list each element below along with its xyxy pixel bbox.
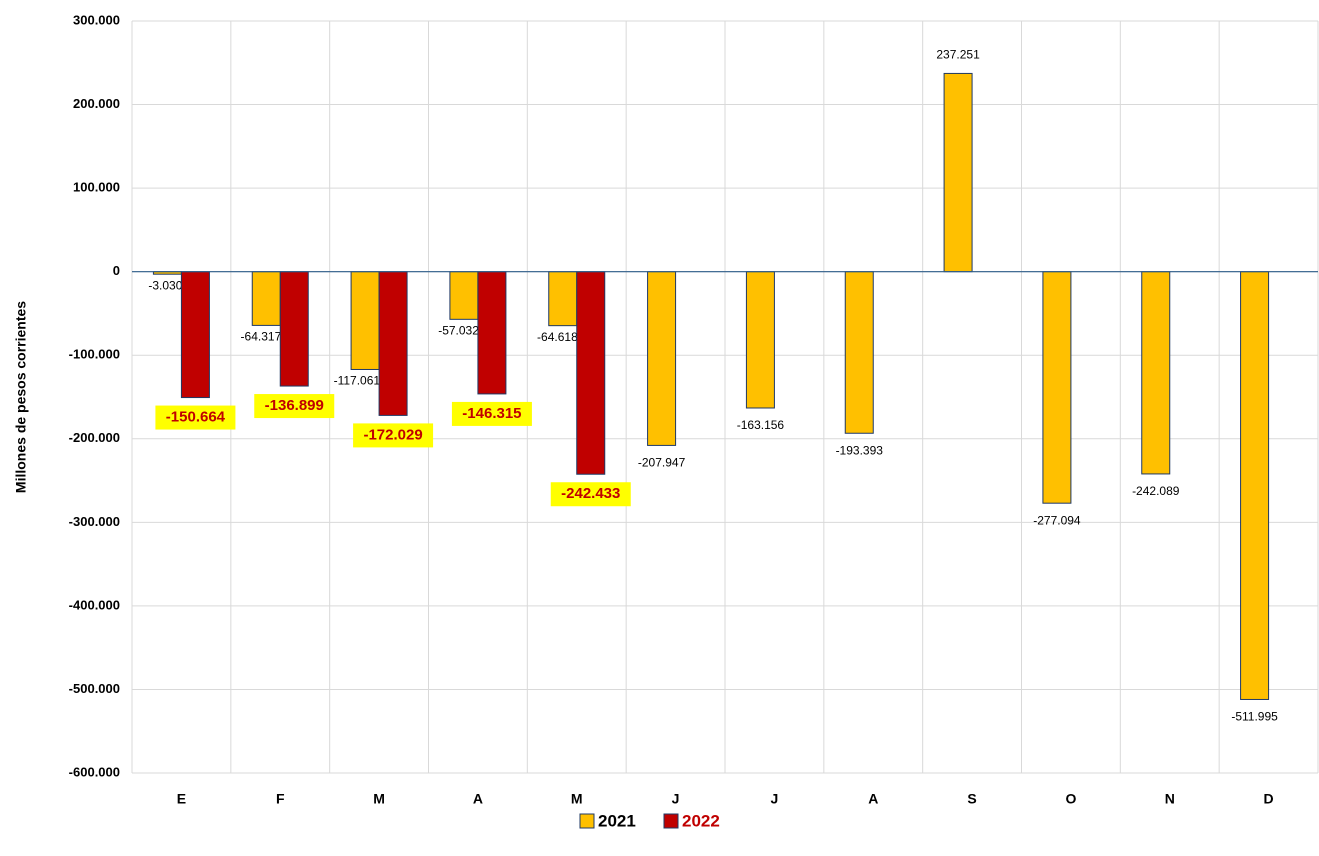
x-tick-label: E	[177, 791, 186, 807]
bar	[576, 271, 606, 475]
bar	[1240, 271, 1270, 700]
bar	[943, 72, 973, 273]
y-tick-label: 0	[113, 263, 120, 278]
data-label: -172.029	[363, 426, 422, 443]
data-label-background	[451, 401, 532, 426]
bar	[180, 271, 210, 399]
data-label-group: -146.315	[451, 401, 532, 426]
x-tick-label: J	[771, 791, 779, 807]
data-label: -511.995	[1231, 710, 1278, 724]
y-tick-label: 300.000	[73, 12, 120, 27]
data-label: -150.664	[166, 409, 226, 426]
x-tick-label: O	[1065, 791, 1076, 807]
y-tick-label: -100.000	[69, 347, 120, 362]
bar	[745, 271, 775, 409]
x-tick-label: J	[672, 791, 680, 807]
bar	[477, 271, 507, 395]
data-label: -57.032	[438, 323, 479, 337]
x-tick-label: F	[276, 791, 285, 807]
bar	[279, 271, 309, 387]
bar	[350, 271, 380, 370]
y-tick-label: -500.000	[69, 681, 120, 696]
x-tick-label: A	[473, 791, 483, 807]
data-label: -242.089	[1132, 484, 1180, 498]
x-tick-label: D	[1264, 791, 1274, 807]
x-tick-label: A	[868, 791, 878, 807]
data-label: -207.947	[638, 456, 686, 470]
y-axis-label: Millones de pesos corrientes	[13, 301, 29, 493]
bar	[647, 271, 677, 446]
x-tick-label: S	[967, 791, 976, 807]
legend-item: 2021	[579, 811, 636, 830]
x-tick-label: N	[1165, 791, 1175, 807]
data-label-background	[353, 423, 434, 448]
data-label: -277.094	[1033, 513, 1081, 527]
bar	[1042, 271, 1072, 504]
data-label: -64.317	[241, 330, 282, 344]
data-label: -3.030	[148, 278, 182, 292]
data-label-background	[254, 394, 335, 419]
legend-item: 2022	[663, 811, 720, 830]
data-label-group: -242.433	[550, 482, 631, 507]
data-label: 237.251	[936, 48, 980, 62]
data-label-group: -136.899	[254, 394, 335, 419]
x-tick-label: M	[373, 791, 385, 807]
legend-label: 2021	[598, 811, 636, 830]
data-label-background	[550, 482, 631, 507]
bar	[378, 271, 408, 416]
data-label: -117.061	[334, 374, 381, 388]
x-tick-label: M	[571, 791, 583, 807]
y-tick-label: 100.000	[73, 180, 120, 195]
bar	[844, 271, 874, 434]
legend-swatch	[663, 813, 679, 829]
data-label-group: -150.664	[155, 405, 236, 430]
y-tick-label: -600.000	[69, 764, 120, 779]
legend-swatch	[579, 813, 595, 829]
data-label-background	[155, 405, 236, 430]
y-tick-label: 200.000	[73, 96, 120, 111]
data-label: -146.315	[462, 405, 521, 422]
bar	[548, 271, 578, 327]
y-tick-label: -200.000	[69, 430, 120, 445]
data-label: -64.618	[537, 330, 578, 344]
data-label: -242.433	[561, 485, 620, 502]
data-label: -193.393	[836, 443, 884, 457]
data-label: -163.156	[737, 418, 785, 432]
bar	[449, 271, 479, 320]
bar	[1141, 271, 1171, 475]
data-label-group: -172.029	[353, 423, 434, 448]
bar	[251, 271, 281, 326]
y-tick-label: -300.000	[69, 514, 120, 529]
data-label: -136.899	[265, 397, 324, 414]
y-tick-label: -400.000	[69, 597, 120, 612]
legend-label: 2022	[682, 811, 720, 830]
